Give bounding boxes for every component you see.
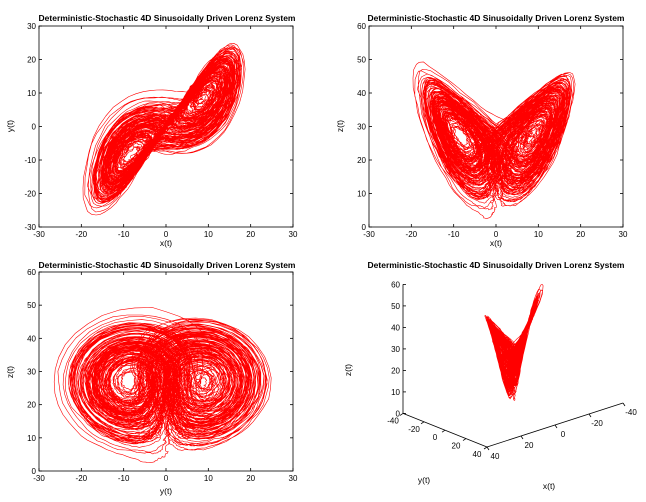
trajectory-line [412, 61, 576, 219]
x-tick-label: 0 [164, 474, 169, 483]
panel-xy-ticks: -30 -20 -10 0 10 20 30 -30 -20 -10 0 10 20 30 [24, 22, 298, 239]
panel-3d: Deterministic-Stochastic 4D Sinusoidally… [343, 260, 637, 491]
y-tick-mark-3d [420, 421, 425, 425]
x-tick-label: -10 [118, 230, 130, 239]
y-tick-mark-3d [399, 413, 404, 416]
panel-3d-trajectory [484, 284, 544, 401]
x-tick-label: -30 [363, 230, 375, 239]
y-tick-label: 30 [27, 368, 36, 377]
x-tick-label: 30 [619, 230, 628, 239]
z-tick-label-3d: 20 [391, 366, 400, 375]
x-tick-mark-3d [554, 424, 558, 429]
panel-xy-ylabel: y(t) [5, 120, 15, 132]
x-tick-label: 0 [164, 230, 169, 239]
y-tick-label-3d: 40 [473, 450, 482, 459]
x-tick-label: 10 [204, 230, 213, 239]
panel-xz-trajectory [412, 61, 576, 219]
x-tick-label: 10 [204, 474, 213, 483]
panel-yz-ticks: -30 -20 -10 0 10 20 30 0 10 20 30 40 50 60 [27, 268, 298, 483]
x-tick-label: -30 [33, 474, 45, 483]
panel-3d-ticks: -40 -20 0 20 40 -40 -20 0 20 40 0 10 20 30 40 50 60 [387, 280, 637, 461]
z-tick-label-3d: 60 [391, 280, 400, 289]
y-tick-label: 10 [27, 434, 36, 443]
y-tick-label: 50 [27, 301, 36, 310]
panel-3d-xlabel: x(t) [543, 481, 555, 491]
panel-yz-ylabel: z(t) [5, 366, 15, 378]
x-tick-mark-3d [486, 446, 490, 451]
y-tick-label: -30 [24, 223, 36, 232]
y-tick-label-3d: 20 [452, 442, 461, 451]
y-tick-label: 10 [357, 190, 366, 199]
x-tick-mark-3d [622, 402, 626, 407]
z-tick-label-3d: 50 [391, 302, 400, 311]
panel-xz-xlabel: x(t) [490, 238, 502, 248]
y-tick-mark-3d [441, 429, 446, 433]
x-tick-label: -10 [448, 230, 460, 239]
y-tick-label: 60 [27, 268, 36, 277]
y-tick-label: 0 [362, 223, 367, 232]
panel-xy-xlabel: x(t) [160, 238, 172, 248]
x-tick-label-3d: 0 [561, 430, 566, 439]
panel-xz-title: Deterministic-Stochastic 4D Sinusoidally… [368, 13, 625, 23]
panel-3d-zlabel: z(t) [343, 364, 353, 376]
x-tick-mark-3d [588, 413, 592, 418]
trajectory-line-3d [484, 284, 544, 401]
panel-yz-title: Deterministic-Stochastic 4D Sinusoidally… [39, 260, 296, 270]
x-tick-label-3d: 20 [525, 441, 534, 450]
y-tick-label: 30 [27, 22, 36, 31]
x-tick-label: -10 [118, 474, 130, 483]
z-tick-label-3d: 0 [396, 409, 401, 418]
panel-3d-title: Deterministic-Stochastic 4D Sinusoidally… [368, 260, 625, 270]
y-tick-label: 40 [357, 89, 366, 98]
x-tick-label: 30 [289, 474, 298, 483]
panel-yz-xlabel: y(t) [160, 486, 172, 496]
x-tick-mark-3d [520, 435, 524, 440]
y-tick-label-3d: -20 [408, 425, 420, 434]
y-tick-label: 10 [27, 89, 36, 98]
panel-xy-title: Deterministic-Stochastic 4D Sinusoidally… [39, 13, 296, 23]
x-tick-label: 10 [534, 230, 543, 239]
y-tick-label: 20 [27, 401, 36, 410]
x-tick-label: -20 [76, 474, 88, 483]
y-tick-label: 50 [357, 56, 366, 65]
y-tick-label: -20 [24, 190, 36, 199]
x-tick-label: 20 [246, 230, 255, 239]
panel-xz-ylabel: z(t) [335, 120, 345, 132]
y-tick-label: 0 [32, 467, 37, 476]
x-tick-label: -20 [76, 230, 88, 239]
y-tick-label: 40 [27, 334, 36, 343]
x-tick-label-3d: -40 [625, 408, 637, 417]
x-tick-label-3d: 40 [491, 452, 500, 461]
x-tick-label: -30 [33, 230, 45, 239]
y-tick-label-3d: -40 [387, 416, 399, 425]
panel-xy: Deterministic-Stochastic 4D Sinusoidally… [5, 13, 298, 248]
y-tick-label: 20 [27, 56, 36, 65]
y-tick-mark-3d [483, 446, 488, 450]
x-tick-label: -20 [406, 230, 418, 239]
x-tick-label-3d: -20 [591, 419, 603, 428]
x-tick-label: 20 [246, 474, 255, 483]
z-tick-label-3d: 10 [391, 388, 400, 397]
panel-xz: Deterministic-Stochastic 4D Sinusoidally… [335, 13, 628, 248]
x-tick-label: 30 [289, 230, 298, 239]
panel-yz-trajectory [53, 307, 272, 463]
x-tick-label: 20 [576, 230, 585, 239]
y-tick-label: 20 [357, 156, 366, 165]
z-tick-label-3d: 30 [391, 345, 400, 354]
panel-yz: Deterministic-Stochastic 4D Sinusoidally… [5, 260, 298, 496]
panel-3d-ylabel: y(t) [418, 475, 430, 485]
y-tick-label: -10 [24, 156, 36, 165]
panel-xy-trajectory [82, 43, 246, 216]
y-tick-label: 0 [32, 123, 37, 132]
y-tick-label-3d: 0 [433, 433, 438, 442]
panel-xz-ticks: -30 -20 -10 0 10 20 30 0 10 20 30 40 50 60 [357, 22, 628, 239]
z-tick-label-3d: 40 [391, 323, 400, 332]
trajectory-line [82, 43, 246, 216]
y-tick-label: 30 [357, 123, 366, 132]
trajectory-line [53, 307, 272, 463]
y-tick-label: 60 [357, 22, 366, 31]
y-tick-mark-3d [462, 438, 467, 441]
x-tick-label: 0 [494, 230, 499, 239]
